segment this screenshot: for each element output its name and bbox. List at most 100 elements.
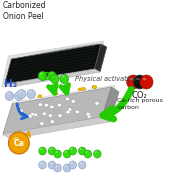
Ellipse shape — [93, 85, 97, 88]
Ellipse shape — [60, 74, 69, 84]
Ellipse shape — [58, 114, 62, 117]
Ellipse shape — [78, 147, 86, 155]
Text: CO₂: CO₂ — [132, 91, 148, 100]
Ellipse shape — [19, 109, 23, 113]
Ellipse shape — [44, 104, 49, 107]
Ellipse shape — [49, 148, 52, 150]
Ellipse shape — [69, 161, 77, 169]
Ellipse shape — [40, 122, 44, 125]
Ellipse shape — [28, 91, 31, 92]
Ellipse shape — [86, 112, 90, 116]
Text: Carbonized
Onion Peel: Carbonized Onion Peel — [3, 1, 46, 21]
Ellipse shape — [63, 150, 71, 158]
Ellipse shape — [127, 75, 140, 89]
Ellipse shape — [80, 148, 82, 150]
Ellipse shape — [78, 88, 82, 91]
Ellipse shape — [87, 115, 91, 118]
Ellipse shape — [48, 71, 56, 81]
Ellipse shape — [84, 150, 92, 158]
Ellipse shape — [66, 110, 70, 114]
Ellipse shape — [38, 95, 42, 98]
Ellipse shape — [39, 161, 46, 169]
Ellipse shape — [92, 85, 96, 88]
Text: Ca: Ca — [14, 139, 24, 147]
Polygon shape — [3, 85, 115, 136]
Ellipse shape — [40, 73, 43, 74]
Polygon shape — [2, 41, 104, 87]
Text: D₂: D₂ — [43, 72, 56, 82]
Ellipse shape — [49, 73, 52, 74]
Ellipse shape — [40, 148, 42, 150]
Ellipse shape — [38, 71, 47, 81]
FancyArrowPatch shape — [26, 132, 30, 137]
Ellipse shape — [48, 161, 56, 169]
Text: Physical activation: Physical activation — [75, 76, 137, 82]
Ellipse shape — [15, 91, 23, 101]
Ellipse shape — [65, 97, 70, 101]
Ellipse shape — [39, 147, 46, 155]
FancyArrowPatch shape — [17, 104, 27, 119]
Ellipse shape — [55, 151, 57, 153]
Ellipse shape — [7, 92, 9, 94]
Polygon shape — [5, 69, 100, 87]
Ellipse shape — [42, 112, 46, 115]
Ellipse shape — [49, 162, 52, 164]
Ellipse shape — [68, 108, 72, 111]
Ellipse shape — [48, 147, 56, 155]
Ellipse shape — [48, 114, 52, 117]
Ellipse shape — [50, 105, 54, 109]
Ellipse shape — [33, 113, 38, 117]
Ellipse shape — [95, 102, 99, 105]
Ellipse shape — [140, 75, 153, 89]
Ellipse shape — [61, 75, 64, 77]
Ellipse shape — [54, 92, 58, 95]
Ellipse shape — [94, 150, 101, 158]
Ellipse shape — [64, 151, 67, 153]
Ellipse shape — [17, 90, 26, 98]
Ellipse shape — [95, 151, 97, 153]
Ellipse shape — [51, 74, 59, 84]
Ellipse shape — [38, 103, 42, 106]
Ellipse shape — [9, 132, 29, 154]
Ellipse shape — [129, 78, 133, 80]
Text: Ca-rich porous carbon: Ca-rich porous carbon — [117, 98, 163, 110]
Ellipse shape — [52, 75, 55, 77]
Ellipse shape — [75, 110, 79, 114]
FancyArrowPatch shape — [103, 90, 131, 119]
Ellipse shape — [27, 90, 35, 98]
Ellipse shape — [28, 115, 32, 119]
Ellipse shape — [80, 162, 82, 164]
Ellipse shape — [81, 87, 86, 90]
Ellipse shape — [50, 120, 55, 123]
Ellipse shape — [143, 78, 146, 80]
Ellipse shape — [133, 75, 146, 89]
Ellipse shape — [64, 165, 67, 167]
Ellipse shape — [16, 92, 19, 94]
Ellipse shape — [55, 165, 57, 167]
Ellipse shape — [28, 114, 32, 118]
Polygon shape — [102, 87, 119, 122]
Ellipse shape — [54, 164, 61, 172]
Ellipse shape — [5, 91, 14, 101]
Ellipse shape — [70, 148, 73, 150]
FancyArrowPatch shape — [61, 84, 68, 93]
Ellipse shape — [69, 147, 77, 155]
Ellipse shape — [85, 151, 88, 153]
Text: H₂: H₂ — [4, 79, 17, 89]
Ellipse shape — [136, 78, 140, 80]
Ellipse shape — [54, 150, 61, 158]
Polygon shape — [3, 117, 110, 139]
Ellipse shape — [57, 103, 62, 107]
Polygon shape — [94, 44, 107, 72]
Polygon shape — [5, 44, 101, 84]
Ellipse shape — [70, 162, 73, 164]
Ellipse shape — [40, 162, 42, 164]
Ellipse shape — [78, 161, 86, 169]
Ellipse shape — [13, 137, 19, 141]
Ellipse shape — [71, 100, 75, 103]
Ellipse shape — [30, 112, 35, 116]
Ellipse shape — [63, 164, 71, 172]
Ellipse shape — [19, 91, 22, 92]
Polygon shape — [3, 87, 111, 134]
FancyArrowPatch shape — [49, 84, 56, 93]
